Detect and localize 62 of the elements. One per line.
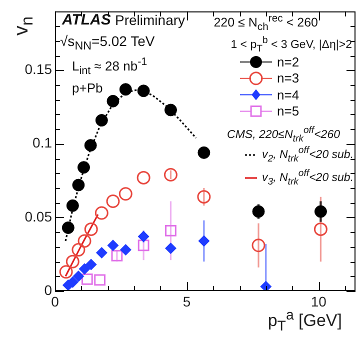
- point: [314, 205, 327, 218]
- point: [94, 274, 106, 286]
- annotation: 1 < p$_{T}$$^{b}$ < 3 GeV, |Δη|>2: [230, 35, 352, 54]
- x-tick-label: 10: [310, 293, 327, 310]
- point: [197, 190, 211, 204]
- point: [111, 250, 123, 262]
- point: [136, 170, 150, 184]
- y-tick-label: 0: [44, 282, 52, 298]
- point: [137, 84, 150, 98]
- legend-label: n=2: [277, 54, 300, 70]
- point: [66, 254, 80, 268]
- annotation: Preliminary: [115, 12, 186, 28]
- point: [164, 104, 177, 116]
- point: [84, 222, 98, 236]
- y-tick-label: 0.05: [24, 208, 52, 224]
- point: [106, 94, 120, 108]
- legend-label: n=4: [277, 87, 300, 102]
- y-tick-label: 0.1: [32, 134, 52, 151]
- point: [85, 258, 97, 270]
- legend-label: n=5: [277, 104, 300, 119]
- annotation: 220 ≤ N$_{ch}$$^{rec}$ < 260: [214, 13, 318, 34]
- annotation: L$_{int}$ ≈ 28 nb$^{-1}$: [72, 56, 148, 78]
- point: [66, 199, 79, 212]
- point: [78, 234, 92, 248]
- point: [120, 244, 132, 256]
- legend-label: n=3: [277, 70, 300, 86]
- point: [252, 205, 265, 218]
- point: [138, 230, 150, 242]
- point: [72, 270, 84, 282]
- point: [72, 243, 86, 257]
- annotation: p+Pb: [72, 80, 103, 96]
- point: [165, 224, 176, 236]
- point: [260, 280, 272, 291]
- annotation: ATLAS: [62, 12, 111, 28]
- point: [119, 83, 132, 96]
- point: [72, 178, 85, 192]
- point: [138, 240, 150, 252]
- y-tick-label: 0.15: [24, 61, 52, 78]
- point: [252, 238, 266, 252]
- point: [118, 187, 132, 201]
- point: [84, 139, 97, 152]
- point: [94, 206, 108, 220]
- x-axis-title: p$_{T}$$^{a}$ [GeV]: [268, 307, 342, 334]
- point: [77, 161, 90, 174]
- point: [314, 222, 328, 236]
- x-tick-label: 5: [182, 293, 191, 310]
- point: [95, 114, 108, 127]
- annotation: CMS, 220≤N$_{trk}$$^{off}$<260: [227, 125, 340, 144]
- legend-label: v$_{3}$, N$_{trk}$$^{off}$<20 sub.: [262, 168, 354, 188]
- point: [106, 194, 120, 208]
- legend-label: v$_{2}$, N$_{trk}$$^{off}$<20 sub.: [262, 145, 354, 164]
- annotation: √s$_{NN}$=5.02 TeV: [60, 32, 155, 53]
- point: [198, 235, 210, 247]
- point: [107, 240, 119, 252]
- point: [62, 221, 74, 234]
- point: [78, 263, 90, 275]
- point: [164, 168, 178, 182]
- point: [164, 242, 176, 254]
- point: [96, 246, 108, 258]
- point: [81, 274, 93, 285]
- point: [59, 265, 73, 279]
- point: [198, 146, 210, 159]
